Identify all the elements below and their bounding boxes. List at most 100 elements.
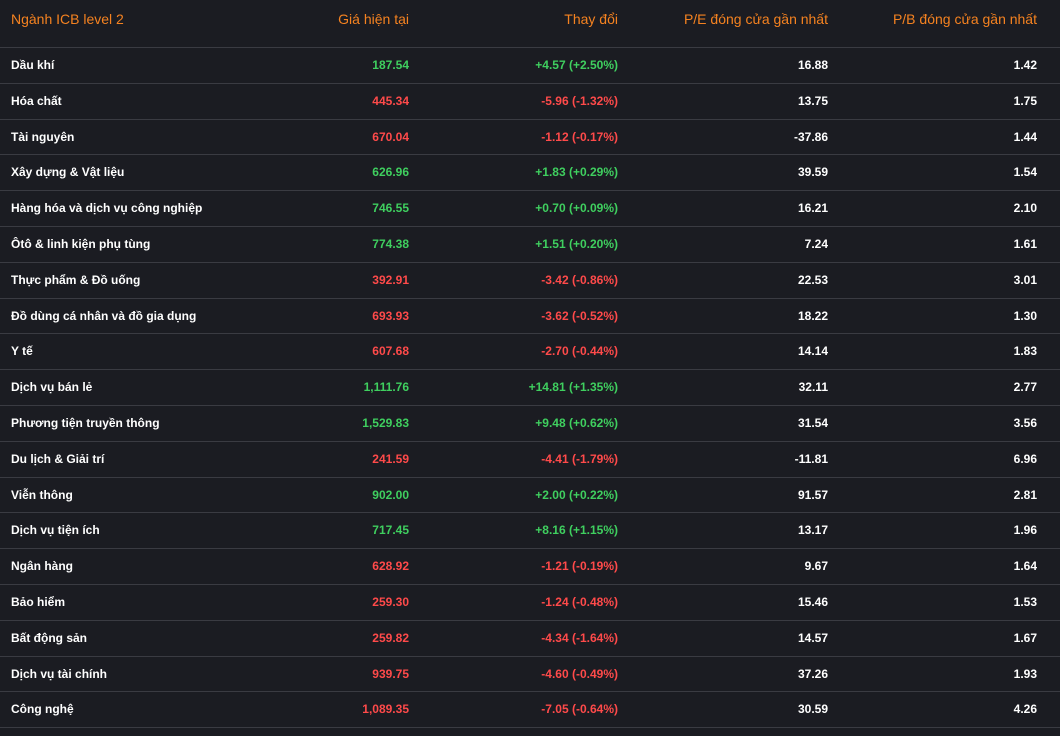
sector-name: Bất động sản [11, 630, 88, 645]
sector-name: Công nghệ [11, 702, 74, 717]
current-price: 259.82 [372, 630, 409, 645]
current-price: 693.93 [372, 308, 409, 323]
pe-ratio: 13.17 [797, 523, 828, 538]
column-header-pb[interactable]: P/B đóng cửa gần nhất [892, 11, 1037, 27]
table-row[interactable]: Hàng hóa và dịch vụ công nghiệp 746.55 +0.… [0, 191, 1060, 227]
price-change: -3.42 (-0.86%) [541, 272, 618, 287]
current-price: 445.34 [372, 93, 409, 108]
sector-name: Dịch vụ tài chính [11, 666, 108, 681]
sector-name: Y tế [11, 344, 33, 359]
pe-ratio: 31.54 [797, 415, 828, 430]
current-price: 746.55 [372, 201, 409, 216]
current-price: 1,111.76 [363, 380, 409, 395]
pe-ratio: 18.22 [797, 308, 828, 323]
current-price: 392.91 [372, 272, 409, 287]
table-row[interactable]: Y tế 607.68 -2.70 (-0.44%) 14.14 1.83 [0, 334, 1060, 371]
price-change: -1.21 (-0.19%) [541, 559, 618, 574]
current-price: 607.68 [372, 344, 409, 359]
column-header-change[interactable]: Thay đổi [564, 11, 618, 27]
price-change: -4.41 (-1.79%) [541, 451, 618, 466]
pe-ratio: 39.59 [797, 165, 828, 180]
table-row[interactable]: Phương tiện truyền thông 1,529.83 +9.48 (+… [0, 406, 1060, 442]
current-price: 774.38 [372, 236, 409, 251]
price-change: +14.81 (+1.35%) [528, 380, 618, 395]
table-row[interactable]: Bất động sản 259.82 -4.34 (-1.64%) 14.57 1.6… [0, 621, 1060, 657]
current-price: 717.45 [372, 523, 409, 538]
current-price: 259.30 [372, 594, 409, 609]
table-row[interactable]: Thực phẩm & Đồ uống 392.91 -3.42 (-0.86%) 2… [0, 263, 1060, 299]
pe-ratio: 7.24 [804, 236, 828, 251]
price-change: -7.05 (-0.64%) [541, 702, 618, 717]
price-change: +1.51 (+0.20%) [535, 236, 618, 251]
sector-name: Viễn thông [11, 487, 73, 502]
sector-name: Du lịch & Giải trí [11, 451, 105, 466]
pe-ratio: 9.67 [804, 559, 828, 574]
table-body: Dầu khí 187.54 +4.57 (+2.50%) 16.88 1.42 Hóa … [0, 48, 1060, 729]
table-row[interactable]: Dầu khí 187.54 +4.57 (+2.50%) 16.88 1.42 [0, 48, 1060, 84]
pb-ratio: 1.44 [1013, 129, 1037, 144]
table-row[interactable]: Du lịch & Giải trí 241.59 -4.41 (-1.79%) -1… [0, 442, 1060, 478]
price-change: +9.48 (+0.62%) [535, 415, 618, 430]
pe-ratio: 30.59 [797, 702, 828, 717]
pb-ratio: 3.01 [1013, 272, 1037, 287]
pb-ratio: 3.56 [1013, 415, 1037, 430]
pb-ratio: 1.93 [1013, 666, 1037, 681]
price-change: -5.96 (-1.32%) [541, 93, 618, 108]
pb-ratio: 4.26 [1013, 702, 1037, 717]
current-price: 628.92 [372, 559, 409, 574]
pe-ratio: 37.26 [797, 666, 828, 681]
pb-ratio: 1.83 [1013, 344, 1037, 359]
price-change: +8.16 (+1.15%) [535, 523, 618, 538]
sector-name: Hàng hóa và dịch vụ công nghiệp [11, 201, 203, 216]
table-row[interactable]: Xây dựng & Vật liệu 626.96 +1.83 (+0.29%) 3… [0, 155, 1060, 192]
sector-name: Đồ dùng cá nhân và đồ gia dụng [11, 308, 197, 323]
table-row[interactable]: Bảo hiểm 259.30 -1.24 (-0.48%) 15.46 1.53 [0, 585, 1060, 621]
sector-name: Xây dựng & Vật liệu [11, 165, 125, 180]
table-row[interactable]: Dịch vụ bán lẻ 1,111.76 +14.81 (+1.35%) 32.… [0, 370, 1060, 406]
sector-name: Thực phẩm & Đồ uống [11, 272, 141, 287]
column-header-price[interactable]: Giá hiện tại [338, 11, 409, 27]
table-row[interactable]: Dịch vụ tiện ích 717.45 +8.16 (+1.15%) 13.1… [0, 513, 1060, 550]
price-change: -1.12 (-0.17%) [541, 129, 618, 144]
pb-ratio: 1.96 [1013, 523, 1037, 538]
column-header-pe[interactable]: P/E đóng cửa gần nhất [683, 11, 828, 27]
price-change: +0.70 (+0.09%) [535, 201, 618, 216]
sector-name: Dịch vụ bán lẻ [11, 380, 93, 395]
table-row[interactable]: Công nghệ 1,089.35 -7.05 (-0.64%) 30.59 4.26 [0, 692, 1060, 729]
price-change: +4.57 (+2.50%) [535, 58, 618, 72]
table-row[interactable]: Ngân hàng 628.92 -1.21 (-0.19%) 9.67 1.64 [0, 549, 1060, 585]
sector-name: Ngân hàng [11, 559, 73, 574]
pb-ratio: 1.54 [1013, 165, 1037, 180]
pe-ratio: 91.57 [797, 487, 828, 502]
price-change: +2.00 (+0.22%) [535, 487, 618, 502]
sector-name: Dịch vụ tiện ích [11, 523, 100, 538]
current-price: 939.75 [372, 666, 409, 681]
pe-ratio: 16.21 [797, 201, 828, 216]
pb-ratio: 1.30 [1013, 308, 1037, 323]
table-row[interactable]: Hóa chất 445.34 -5.96 (-1.32%) 13.75 1.75 [0, 84, 1060, 120]
price-change: +1.83 (+0.29%) [535, 165, 618, 180]
pb-ratio: 1.61 [1013, 236, 1037, 251]
current-price: 241.59 [372, 451, 409, 466]
table-header: Ngành ICB level 2 Giá hiện tại Thay đổi … [0, 0, 1060, 48]
table-row[interactable]: Đồ dùng cá nhân và đồ gia dụng 693.93 -3.6… [0, 299, 1060, 335]
pe-ratio: 14.14 [797, 344, 828, 359]
sector-name: Dầu khí [11, 58, 55, 72]
table-row[interactable]: Tài nguyên 670.04 -1.12 (-0.17%) -37.86 1.44 [0, 120, 1060, 156]
table-row[interactable]: Ôtô & linh kiện phụ tùng 774.38 +1.51 (+0.… [0, 227, 1060, 263]
sector-name: Hóa chất [11, 93, 62, 108]
column-header-sector[interactable]: Ngành ICB level 2 [11, 11, 124, 27]
price-change: -3.62 (-0.52%) [541, 308, 618, 323]
pb-ratio: 1.75 [1013, 93, 1037, 108]
pb-ratio: 6.96 [1013, 451, 1037, 466]
pe-ratio: -37.86 [793, 129, 828, 144]
price-change: -2.70 (-0.44%) [541, 344, 618, 359]
table-row[interactable]: Viễn thông 902.00 +2.00 (+0.22%) 91.57 2.81 [0, 478, 1060, 514]
current-price: 187.54 [372, 58, 409, 72]
sector-name: Ôtô & linh kiện phụ tùng [11, 236, 151, 251]
current-price: 626.96 [372, 165, 409, 180]
sector-name: Bảo hiểm [11, 594, 66, 609]
table-row[interactable]: Dịch vụ tài chính 939.75 -4.60 (-0.49%) 37.… [0, 657, 1060, 693]
sector-name: Phương tiện truyền thông [11, 415, 160, 430]
